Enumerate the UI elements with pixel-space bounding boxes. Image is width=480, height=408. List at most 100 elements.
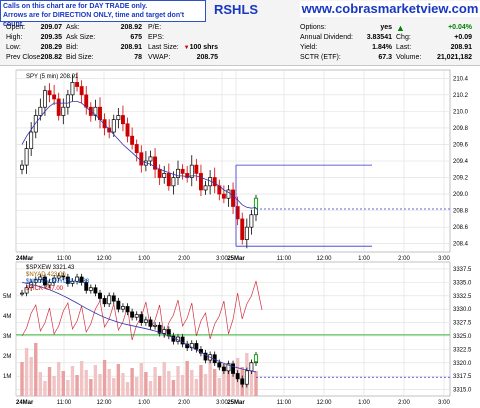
volume-bar (34, 343, 38, 396)
volume-bar (70, 366, 75, 396)
volume-bar (153, 367, 157, 396)
quote-col2-row-1: Ask Size: 675 (66, 34, 142, 41)
price-candle (84, 94, 89, 108)
breadth-candle (42, 276, 47, 286)
quote-label: Ask Size: (66, 34, 96, 41)
breadth-x-tick-label: 2:00 (398, 400, 410, 406)
breadth-candle (47, 282, 52, 286)
volume-bar (116, 364, 121, 396)
price-candle (180, 168, 185, 174)
price-x-tick-label: 11:00 (57, 256, 72, 262)
volume-bar (112, 378, 116, 396)
price-candle (52, 94, 57, 100)
price-candle (116, 115, 121, 120)
notice-line-1: Calls on this chart are for DAY TRADE on… (3, 3, 148, 10)
volume-bar (38, 372, 43, 396)
volume-bar (148, 381, 153, 396)
breadth-last-candle (253, 354, 259, 363)
price-candle (235, 206, 240, 220)
breadth-x-tick-label: 2:00 (178, 400, 190, 406)
quote-col4-row-2: Yield: 1.84% (300, 44, 392, 51)
price-y-tick-label: 209.0 (453, 192, 469, 198)
breadth-x-tick-label: 11:00 (277, 400, 292, 406)
breadth-candle (217, 362, 222, 368)
quote-col2-row-2: Bid: 208.91 (66, 44, 142, 51)
volume-tick-label: 4M (3, 314, 11, 320)
breadth-candle (107, 295, 112, 305)
volume-bar (84, 370, 88, 396)
quote-value: 67.3 (378, 54, 392, 61)
breadth-candle (33, 279, 38, 283)
quote-value: 675 (130, 34, 142, 41)
volume-bar (157, 376, 162, 396)
breadth-y-tick-label: 3337.5 (453, 267, 472, 273)
volume-bar (93, 365, 98, 396)
price-candle (20, 164, 24, 170)
breadth-candle (75, 276, 80, 282)
price-candle (171, 177, 176, 187)
price-chart: 24Mar 11:00 12:00 1:00 2:00 3:00 25Mar 11:00 12:… (3, 69, 472, 406)
price-candle (221, 193, 226, 199)
breadth-legend-item: $NYUPV:$NYDNV 1.33 (26, 279, 90, 285)
price-candle (56, 98, 61, 116)
price-candle (42, 90, 47, 108)
quote-col4-row-0: Options: yes (300, 24, 392, 31)
price-x-tick-label: 1:00 (138, 256, 150, 262)
price-candle (120, 115, 125, 125)
price-candle (189, 164, 194, 178)
price-candle (29, 131, 34, 149)
volume-bar (167, 371, 171, 396)
site-url[interactable]: www.cobrasmarketview.com (300, 1, 480, 17)
volume-bar (254, 371, 258, 396)
breadth-candle (56, 275, 61, 279)
volume-bar (24, 348, 29, 396)
price-candle (139, 152, 144, 166)
price-x-tick-label: 24Mar (16, 256, 34, 262)
volume-bar (208, 360, 212, 396)
quote-label: VWAP: (148, 54, 171, 61)
breadth-candle (111, 295, 116, 302)
breadth-candle (249, 362, 254, 372)
breadth-candle (116, 300, 121, 310)
quote-value: 208.91 (450, 44, 472, 51)
breadth-candle (153, 324, 158, 327)
price-x-tick-label: 11:00 (277, 256, 292, 262)
volume-bar (226, 363, 231, 396)
price-candle (226, 189, 231, 199)
quote-col4-row-1: Annual Dividend: 3.83541 (300, 34, 392, 41)
price-candle (33, 115, 38, 133)
price-candle (61, 106, 66, 116)
breadth-candle (189, 343, 194, 349)
quote-value: +0.04% (448, 24, 472, 31)
quote-col1-row-0: Open: 209.07 (6, 24, 62, 31)
day-trade-notice: Calls on this chart are for DAY TRADE on… (0, 0, 206, 28)
breadth-candle (65, 276, 70, 284)
breadth-candle (134, 314, 139, 318)
quote-value: ▼100 shrs (183, 44, 218, 51)
breadth-candle (125, 306, 130, 313)
up-triangle-icon: ▲ (396, 23, 405, 33)
breadth-candle (70, 280, 75, 284)
breadth-candle (120, 306, 125, 310)
quote-col1-row-2: Low: 208.29 (6, 44, 62, 51)
quote-value: 209.07 (40, 24, 62, 31)
price-moving-average (21, 101, 257, 209)
price-y-tick-label: 209.8 (453, 126, 469, 132)
volume-bar (203, 374, 208, 396)
breadth-y-tick-label: 3315.0 (453, 388, 472, 394)
volume-bar (79, 361, 84, 396)
breadth-candle (180, 336, 185, 345)
breadth-candle (130, 311, 135, 318)
volume-bar (190, 370, 194, 396)
volume-bar (222, 364, 226, 396)
quote-value: 208.29 (40, 44, 62, 51)
breadth-candle (235, 373, 240, 380)
volume-bar (43, 381, 47, 396)
notice-line-2: Arrows are for DIRECTION ONLY, time and … (3, 12, 185, 28)
breadth-y-tick-label: 3330.0 (453, 307, 472, 313)
quote-label: Prev Close: (6, 54, 43, 61)
breadth-candle (244, 370, 249, 385)
price-candle (249, 214, 254, 228)
price-candle (185, 173, 190, 178)
price-y-tick-label: 210.0 (453, 109, 469, 115)
